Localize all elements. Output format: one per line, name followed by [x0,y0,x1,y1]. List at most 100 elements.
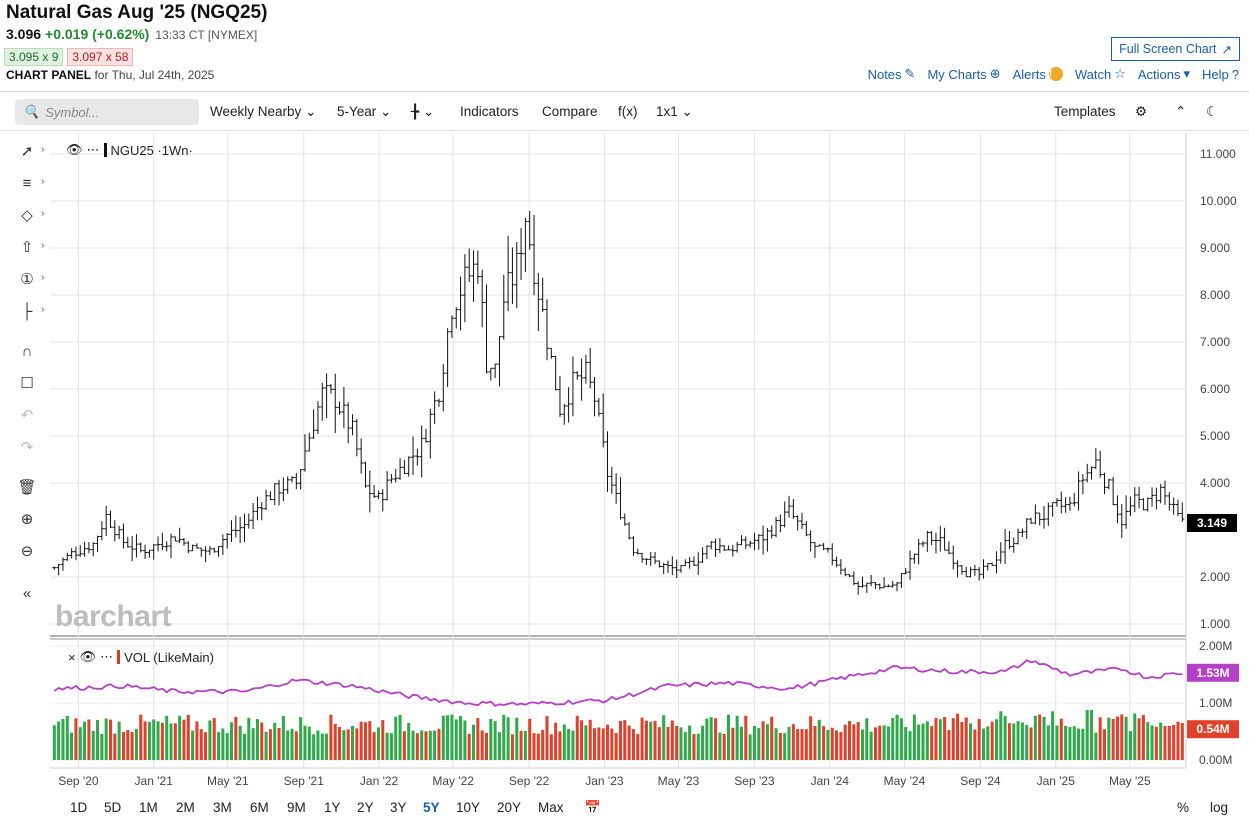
volume-bar [450,714,454,760]
collapse-sidebar-icon[interactable]: « [22,584,32,602]
volume-bar [670,720,674,760]
range-5d[interactable]: 5D [104,800,122,815]
ohlc-bar [804,520,809,537]
time-tick-label: Jan '23 [585,774,624,788]
undo-icon[interactable]: ↶ [20,407,34,424]
watch-link[interactable]: Watch ☆ [1074,66,1126,82]
eye-icon[interactable]: 👁 [66,142,83,157]
ohlc-bar [605,431,610,492]
caret-right-icon[interactable]: › [41,240,45,251]
volume-bar [714,718,718,760]
ohlc-bar [627,522,632,540]
more-dots-icon[interactable]: ⋯ [100,649,114,664]
annotation-tool-icon[interactable]: ① [20,271,34,288]
range-5y[interactable]: 5Y [423,800,440,815]
ohlc-bar [315,401,320,435]
volume-bar [1154,726,1158,760]
indicators-button[interactable]: Indicators [460,104,519,119]
zoom-in-icon[interactable]: ⊕ [20,511,34,528]
period-dropdown[interactable]: 5-Year ⌄ [337,104,392,119]
ohlc-bar [147,549,152,558]
range-3y[interactable]: 3Y [390,800,407,815]
price-tick-label: 10.000 [1200,194,1237,208]
log-scale-toggle[interactable]: log [1210,800,1229,815]
range-1m[interactable]: 1M [139,800,158,815]
measure-tool-icon[interactable]: ├ [21,302,33,320]
templates-button[interactable]: Templates [1054,104,1116,119]
ohlc-bar [445,328,450,387]
volume-bar [891,718,895,760]
range-2m[interactable]: 2M [176,800,195,815]
eye-icon[interactable]: 👁 [79,649,97,664]
volume-bar [908,731,912,760]
ohlc-bar [635,548,640,555]
volume-bar [376,727,380,760]
alerts-link[interactable]: Alerts! [1013,67,1063,82]
ohlc-bar [674,559,679,579]
collapse-icon[interactable]: ⌃ [1175,104,1187,119]
more-dots-icon[interactable]: ⋯ [86,142,100,157]
trendline-tool-icon[interactable]: ➚ [20,143,34,160]
volume-bar [791,724,795,760]
dark-mode-moon-icon[interactable]: ☾ [1206,104,1219,119]
ohlc-bar [795,515,800,531]
fibonacci-tool-icon[interactable]: ≡ [22,174,32,192]
caret-right-icon[interactable]: › [41,144,45,155]
range-10y[interactable]: 10Y [456,800,481,815]
actions-menu[interactable]: Actions ▾ [1137,66,1191,82]
redo-icon[interactable]: ↷ [20,439,34,456]
zoom-out-icon[interactable]: ⊖ [20,543,34,560]
volume-bar [238,725,242,760]
ohlc-bar [774,516,779,538]
volume-bar [294,731,298,760]
range-1d[interactable]: 1D [70,800,88,815]
help-link[interactable]: Help? [1202,66,1239,82]
range-6m[interactable]: 6M [250,800,269,815]
compare-button[interactable]: Compare [542,104,598,119]
ohlc-bar [125,536,130,548]
ohlc-bar [678,565,683,573]
ohlc-bar [895,582,900,592]
shapes-tool-icon[interactable]: ◇ [21,207,33,224]
volume-bar [597,727,601,760]
interval-dropdown[interactable]: Weekly Nearby ⌄ [210,104,317,119]
range-9m[interactable]: 9M [287,800,306,815]
notes-link[interactable]: Notes ✎ [867,66,916,82]
magnet-icon[interactable]: ∩ [21,342,33,360]
caret-right-icon[interactable]: › [41,304,45,315]
range-2y[interactable]: 2Y [357,800,374,815]
caret-right-icon[interactable]: › [41,208,45,219]
calendar-icon[interactable]: 📅 [584,800,601,815]
full-screen-chart-button[interactable]: Full Screen Chart ↗ [1111,37,1240,61]
ohlc-bar [1037,512,1042,526]
range-20y[interactable]: 20Y [497,800,522,815]
range-1y[interactable]: 1Y [324,800,341,815]
ohlc-bars-icon: ╊ [411,104,420,119]
volume-bar [385,732,389,760]
range-3m[interactable]: 3M [213,800,232,815]
ohlc-bar [683,559,688,567]
caret-right-icon[interactable]: › [41,176,45,187]
arrow-tool-icon[interactable]: ⇧ [20,239,34,256]
trash-icon[interactable]: 🗑 [17,479,37,496]
unlock-icon[interactable]: ☐ [20,375,34,392]
symbol-search-input[interactable]: 🔍 Symbol... [15,99,199,125]
function-button[interactable]: f(x) [618,104,638,119]
volume-bar [1072,726,1076,760]
percent-scale-toggle[interactable]: % [1177,800,1190,815]
close-icon[interactable]: × [68,649,76,665]
chart-type-dropdown[interactable]: ╊ ⌄ [411,104,434,120]
ohlc-bar [415,448,420,466]
volume-bar [65,716,69,760]
layout-dropdown[interactable]: 1x1 ⌄ [656,104,693,119]
volume-bar [402,731,406,760]
range-max[interactable]: Max [538,800,564,815]
ohlc-bar [1171,497,1176,515]
caret-right-icon[interactable]: › [41,272,45,283]
ohlc-bar [467,248,472,282]
my-charts-link[interactable]: My Charts ⊕ [927,66,1001,82]
volume-bar [562,724,566,760]
time-tick-label: Jan '22 [360,774,399,788]
volume-bar [351,726,355,760]
settings-gear-icon[interactable]: ⚙ [1135,104,1148,119]
